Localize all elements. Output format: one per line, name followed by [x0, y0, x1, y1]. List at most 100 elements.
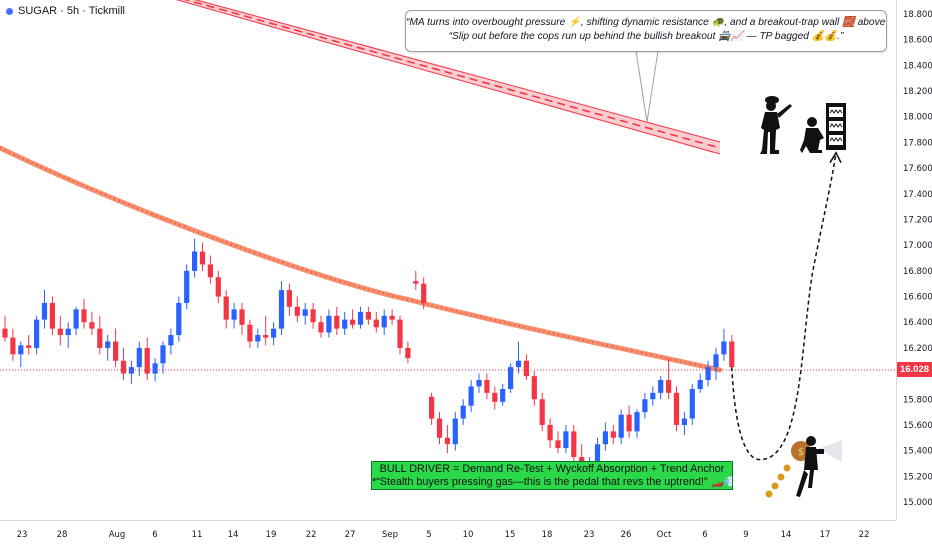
candle[interactable] — [34, 315, 40, 355]
candle[interactable] — [650, 386, 656, 406]
candle[interactable] — [697, 373, 703, 393]
candle[interactable] — [515, 341, 522, 374]
candle[interactable] — [26, 335, 32, 355]
candle[interactable] — [286, 283, 292, 316]
candle[interactable] — [484, 373, 490, 400]
candle[interactable] — [113, 328, 119, 368]
candle[interactable] — [429, 392, 435, 425]
candle[interactable] — [49, 296, 55, 336]
candle[interactable] — [255, 328, 261, 348]
candle[interactable] — [318, 315, 324, 338]
candle[interactable] — [460, 399, 466, 425]
candle[interactable] — [215, 270, 221, 303]
candle[interactable] — [468, 380, 474, 413]
candle[interactable] — [500, 383, 506, 406]
channel-upper-line[interactable] — [178, 0, 721, 143]
channel-lower-line[interactable] — [160, 0, 721, 155]
candle[interactable] — [239, 302, 245, 336]
candle[interactable] — [476, 373, 482, 393]
candle[interactable] — [634, 409, 640, 438]
candle[interactable] — [729, 335, 735, 372]
candle[interactable] — [523, 354, 529, 380]
candle[interactable] — [18, 341, 24, 368]
candle[interactable] — [334, 306, 340, 336]
candle[interactable] — [2, 315, 8, 342]
symbol-title[interactable]: SUGAR · 5h · Tickmill — [6, 5, 125, 17]
candle[interactable] — [81, 299, 87, 329]
callout-note[interactable]: “MA turns into overbought pressure ⚡, sh… — [405, 10, 887, 52]
candle[interactable] — [97, 315, 103, 355]
moving-average-line[interactable] — [0, 145, 723, 373]
price-axis[interactable]: 18.800 18.600 18.400 18.200 18.000 17.800 17.6… — [903, 10, 932, 508]
candle[interactable] — [73, 306, 79, 336]
candle[interactable] — [563, 424, 569, 454]
projection-path[interactable] — [731, 151, 842, 461]
candle[interactable] — [105, 335, 111, 361]
candle[interactable] — [41, 290, 48, 329]
candle[interactable] — [602, 422, 608, 451]
candle[interactable] — [89, 311, 95, 336]
candle[interactable] — [389, 309, 395, 325]
candle[interactable] — [278, 281, 285, 336]
candle[interactable] — [405, 341, 411, 364]
candle[interactable] — [342, 311, 348, 336]
candle[interactable] — [350, 309, 356, 329]
candle[interactable] — [381, 309, 387, 336]
candle[interactable] — [436, 412, 443, 445]
candle[interactable] — [713, 347, 719, 380]
candle[interactable] — [618, 409, 624, 445]
candle[interactable] — [539, 392, 545, 432]
candle[interactable] — [721, 328, 727, 361]
candle[interactable] — [397, 315, 403, 355]
candle[interactable] — [658, 376, 664, 400]
candle[interactable] — [555, 431, 561, 454]
last-price-tag[interactable]: 16.028 — [897, 362, 932, 378]
candle[interactable] — [199, 242, 206, 271]
candle[interactable] — [547, 418, 553, 449]
candle[interactable] — [294, 296, 300, 323]
candle[interactable] — [176, 296, 182, 342]
candle[interactable] — [57, 315, 63, 346]
candle[interactable] — [373, 311, 379, 333]
candle[interactable] — [357, 306, 364, 329]
candle[interactable] — [120, 347, 127, 380]
candle[interactable] — [168, 328, 174, 355]
candle[interactable] — [705, 360, 711, 387]
candle[interactable] — [673, 386, 680, 432]
projection-curve[interactable] — [731, 152, 837, 461]
candle[interactable] — [144, 337, 150, 380]
candle[interactable] — [626, 405, 632, 438]
candle[interactable] — [10, 328, 16, 361]
candle[interactable] — [192, 238, 198, 278]
candle[interactable] — [326, 309, 332, 338]
candle[interactable] — [223, 290, 229, 329]
candle[interactable] — [531, 371, 537, 406]
candle[interactable] — [444, 424, 450, 454]
candle[interactable] — [413, 270, 419, 291]
candle[interactable] — [160, 341, 166, 374]
candle[interactable] — [642, 392, 648, 419]
candle[interactable] — [508, 363, 514, 393]
candle[interactable] — [610, 424, 616, 445]
candle[interactable] — [247, 319, 253, 348]
resistance-channel[interactable] — [160, 0, 721, 155]
candle[interactable] — [128, 360, 134, 384]
bull-driver-note[interactable]: BULL DRIVER = Demand Re-Test + Wyckoff A… — [371, 461, 733, 490]
candle[interactable] — [689, 383, 695, 425]
candle[interactable] — [310, 302, 316, 329]
candle[interactable] — [571, 424, 577, 464]
candle[interactable] — [421, 277, 427, 310]
candle[interactable] — [666, 358, 672, 400]
time-axis[interactable]: 23 28 Aug 6 11 14 19 22 27 Sep 5 10 15 18 23 26 Oct 6 9 14 1… — [17, 530, 870, 540]
candle[interactable] — [681, 412, 687, 436]
candle[interactable] — [302, 302, 308, 325]
candlestick-series[interactable] — [2, 238, 735, 483]
candle[interactable] — [152, 358, 158, 382]
candle[interactable] — [65, 322, 71, 348]
candle[interactable] — [263, 315, 269, 346]
candle[interactable] — [271, 322, 277, 346]
candle[interactable] — [231, 302, 237, 329]
candle[interactable] — [492, 386, 498, 410]
candle[interactable] — [207, 255, 213, 284]
candle[interactable] — [452, 412, 458, 451]
